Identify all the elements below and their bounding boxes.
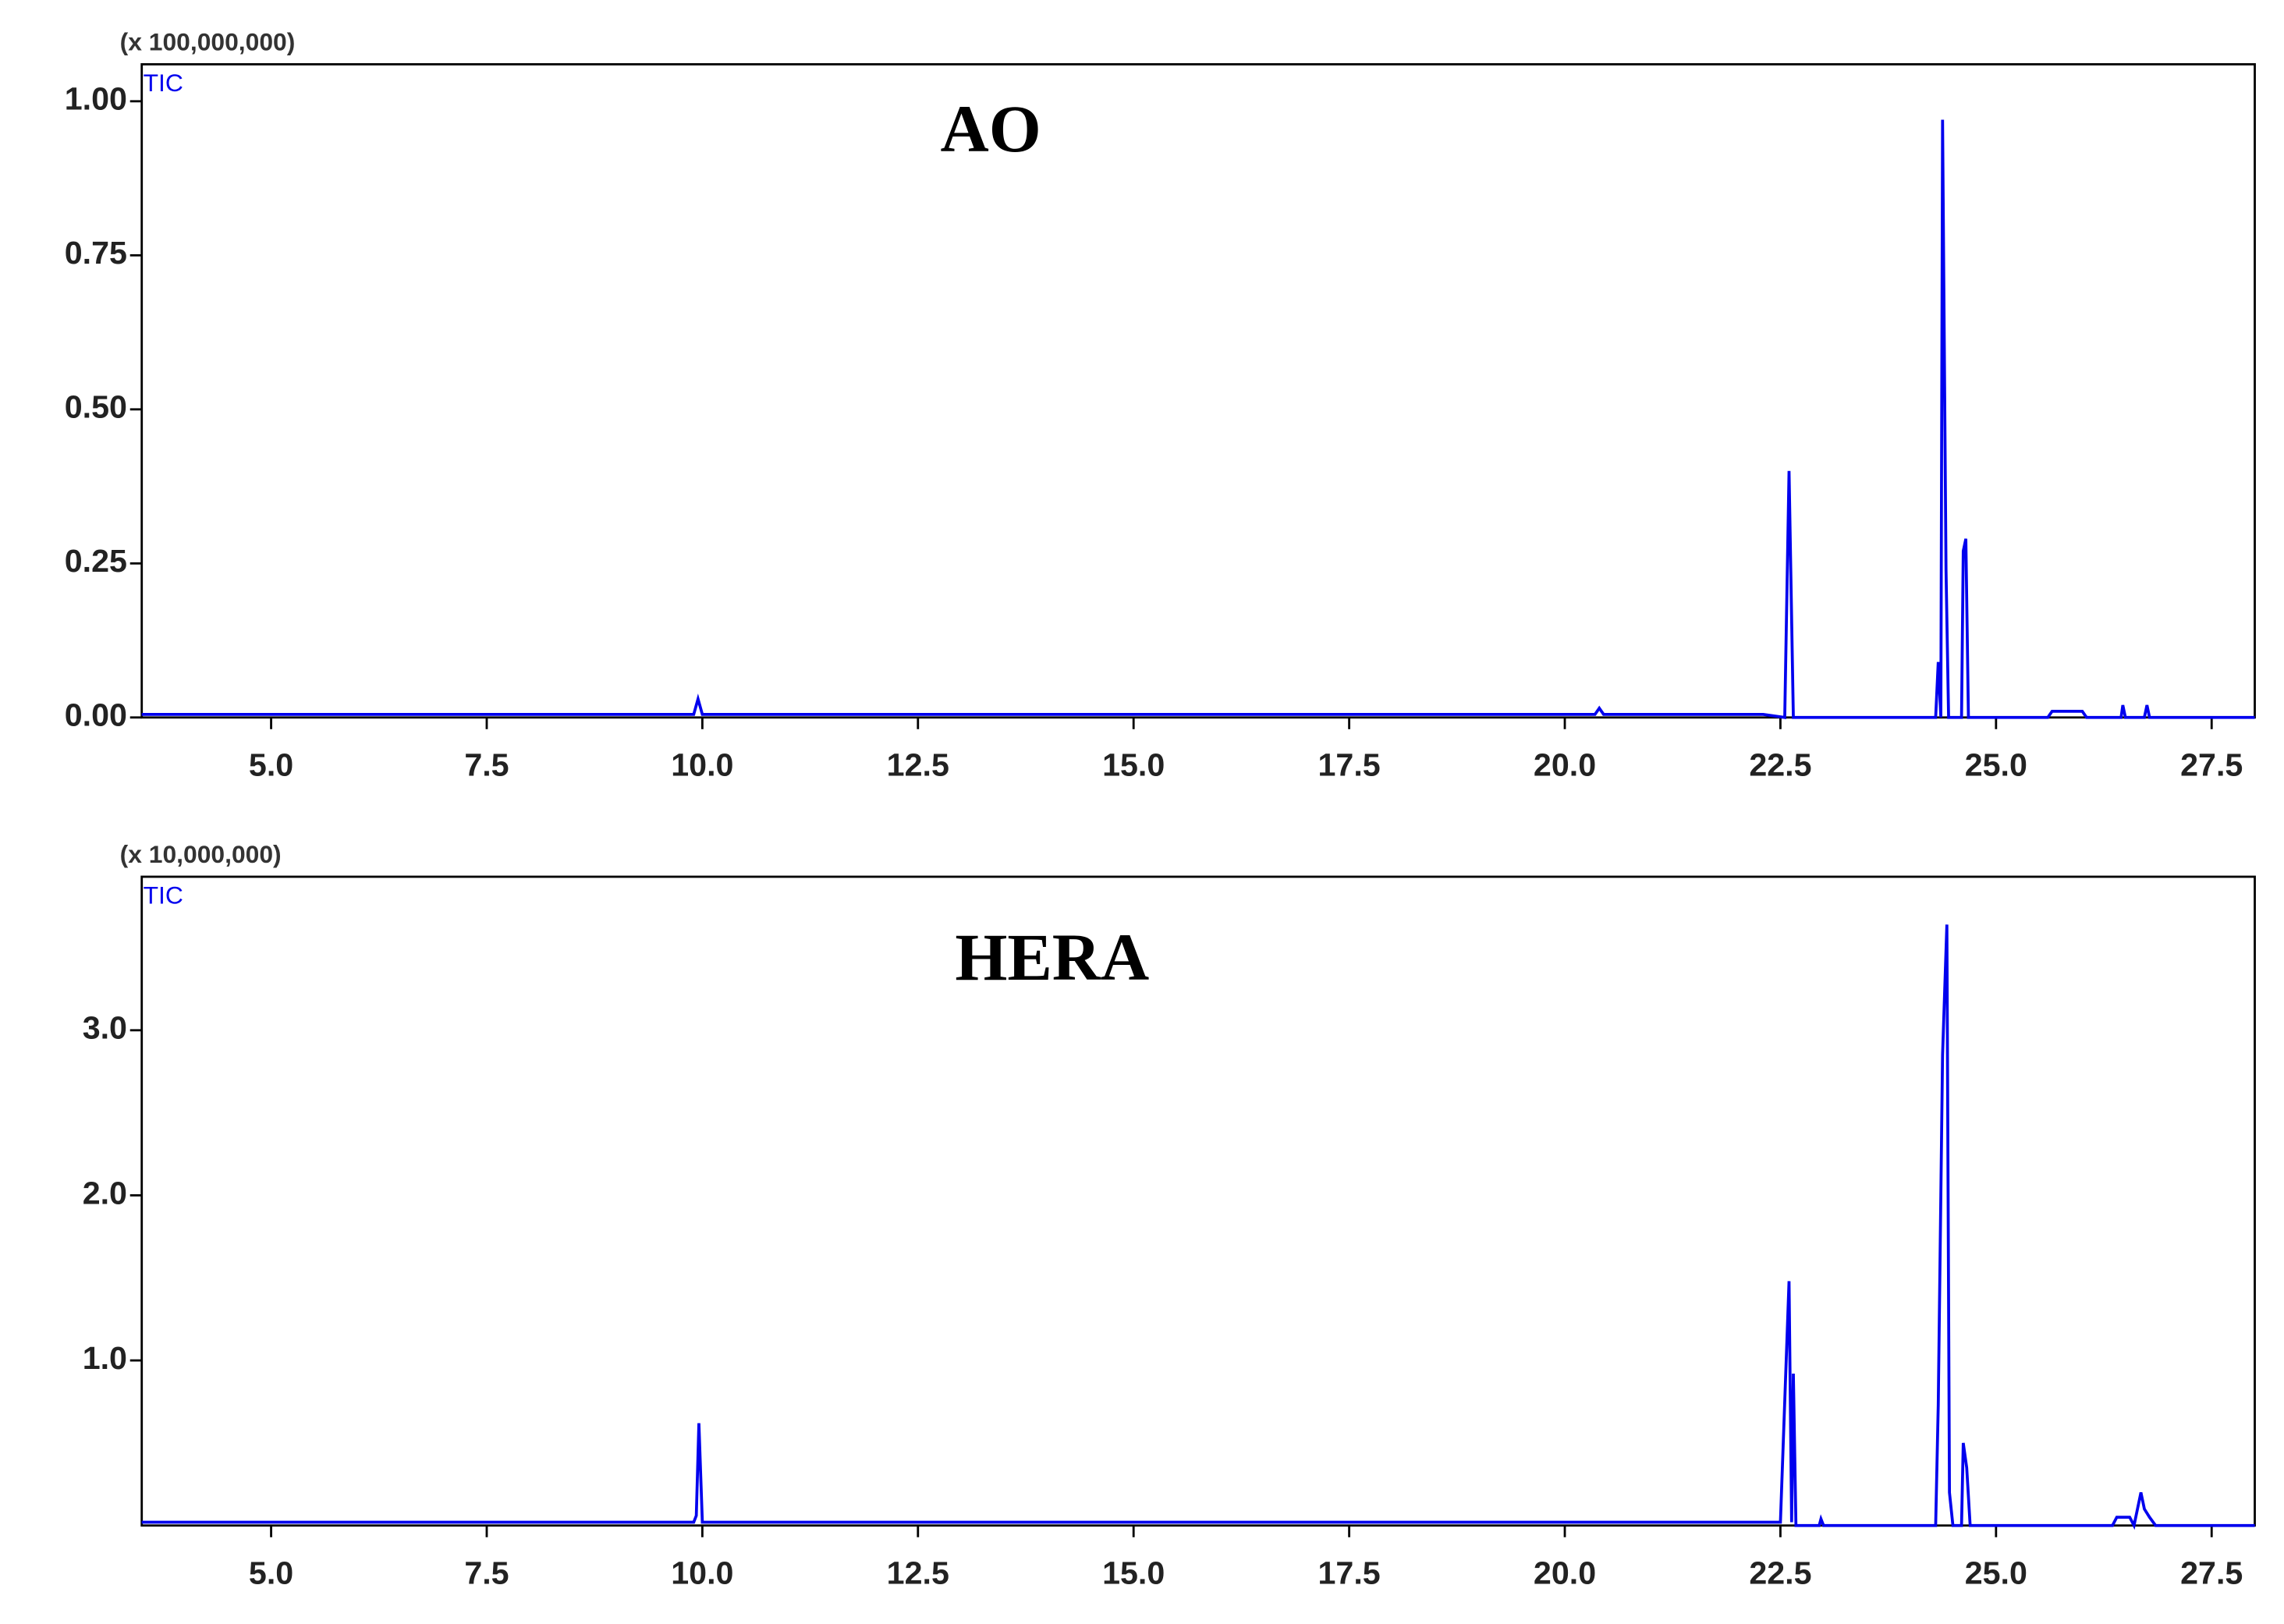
x-tick-label: 5.0 [249,1555,293,1590]
x-tick-label: 15.0 [1102,1555,1165,1590]
plot-frame [140,875,2256,1527]
trace-line [141,924,2255,1530]
y-multiplier: (x 10,000,000) [120,840,282,868]
y-tick-label: 2.0 [83,1175,127,1211]
trace-line [141,119,2255,719]
legend-label: TIC [144,881,183,910]
x-tick-label: 12.5 [887,746,949,782]
x-tick-label: 27.5 [2180,746,2243,782]
x-tick-label: 12.5 [887,1555,949,1590]
x-tick-label: 17.5 [1318,746,1381,782]
x-tick-label: 15.0 [1102,746,1165,782]
x-tick-label: 20.0 [1534,746,1596,782]
y-multiplier: (x 100,000,000) [120,28,296,56]
x-tick-label: 5.0 [249,746,293,782]
y-tick-label: 3.0 [83,1010,127,1046]
x-tick-label: 25.0 [1965,746,2027,782]
x-tick-label: 10.0 [671,1555,733,1590]
x-tick-label: 22.5 [1749,1555,1811,1590]
x-tick-label: 7.5 [464,1555,509,1590]
y-tick-label: 0.75 [65,235,127,271]
y-tick-label: 1.00 [65,81,127,117]
panel-title: AO [940,91,1041,166]
legend-label: TIC [144,69,183,97]
x-tick-label: 25.0 [1965,1555,2027,1590]
x-tick-label: 7.5 [464,746,509,782]
plot-frame [140,63,2256,719]
x-tick-label: 27.5 [2180,1555,2243,1590]
x-tick-label: 22.5 [1749,746,1811,782]
y-tick-label: 0.25 [65,543,127,579]
x-tick-label: 20.0 [1534,1555,1596,1590]
y-tick-label: 0.50 [65,389,127,425]
x-tick-label: 10.0 [671,746,733,782]
y-tick-label: 0.00 [65,697,127,733]
x-tick-label: 17.5 [1318,1555,1381,1590]
panel-title: HERA [955,920,1149,995]
y-tick-label: 1.0 [83,1340,127,1376]
